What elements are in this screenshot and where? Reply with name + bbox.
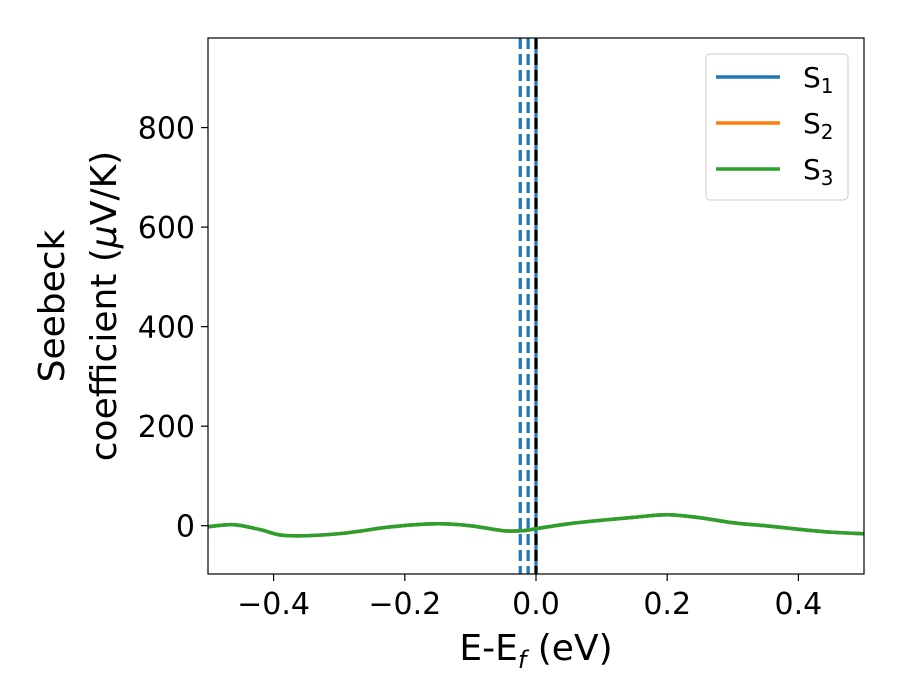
x-axis-label: E-Ef (eV) xyxy=(459,628,612,674)
legend-label-s1: S1 xyxy=(803,61,834,98)
legend-box xyxy=(705,53,849,201)
x-tick-label: 0.0 xyxy=(512,587,560,622)
y-tick-label: 200 xyxy=(138,410,195,445)
x-tick-label: −0.4 xyxy=(237,587,310,622)
legend-label-s3: S3 xyxy=(803,153,834,190)
y-tick-label: 0 xyxy=(176,510,195,545)
legend-label-s2: S2 xyxy=(803,107,834,144)
x-axis-ticks: −0.4 −0.2 0.0 0.2 0.4 xyxy=(237,574,822,622)
y-tick-label: 800 xyxy=(138,112,195,147)
x-tick-label: 0.2 xyxy=(643,587,691,622)
y-axis-label: Seebeck coefficient (μV/K) xyxy=(32,151,125,461)
fermi-marker-lines xyxy=(518,38,538,574)
series-layer xyxy=(208,513,864,538)
x-axis-label-unit: (eV) xyxy=(526,628,612,669)
series-line-s3 xyxy=(208,513,864,538)
legend: S1 S2 S3 xyxy=(705,53,849,201)
y-axis-label-line1: Seebeck xyxy=(32,229,73,382)
x-tick-label: 0.4 xyxy=(775,587,823,622)
y-axis-ticks: 0 200 400 600 800 xyxy=(138,112,208,545)
y-axis-label-line2: coefficient (μV/K) xyxy=(84,151,125,461)
y-tick-label: 600 xyxy=(138,211,195,246)
x-tick-label: −0.2 xyxy=(368,587,441,622)
y-tick-label: 400 xyxy=(138,311,195,346)
